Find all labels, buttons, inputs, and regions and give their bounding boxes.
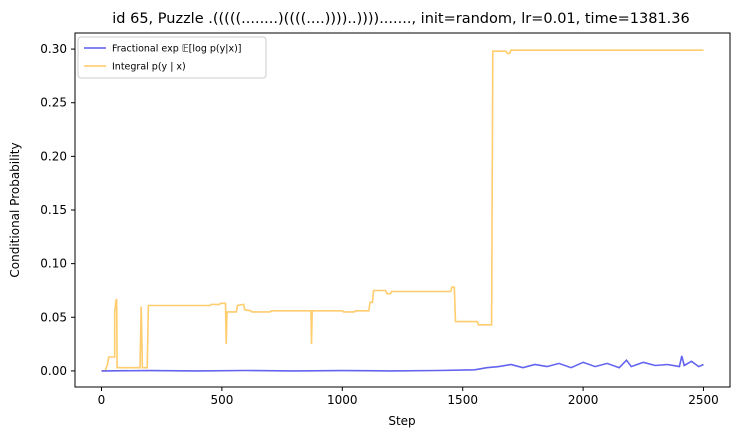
legend-box xyxy=(77,36,267,79)
legend-label: Integral p(y | x) xyxy=(112,62,186,73)
y-axis: 0.00 0.05 0.10 0.15 0.20 0.25 0.30 xyxy=(40,42,75,378)
y-axis-label: Conditional Probability xyxy=(8,142,22,277)
y-tick-label: 0.00 xyxy=(40,364,67,378)
y-tick-label: 0.30 xyxy=(40,42,67,56)
series-line-fractional xyxy=(101,355,704,372)
x-tick-label: 500 xyxy=(210,393,233,407)
x-tick-label: 0 xyxy=(98,393,106,407)
x-tick-label: 2000 xyxy=(568,393,599,407)
series-line-integral xyxy=(101,49,704,372)
x-axis-label: Step xyxy=(388,414,415,428)
y-tick-label: 0.25 xyxy=(40,96,67,110)
x-axis: 0 500 1000 1500 2000 2500 xyxy=(98,387,719,407)
x-tick-label: 2500 xyxy=(688,393,719,407)
plot-frame xyxy=(74,32,731,388)
y-tick-label: 0.05 xyxy=(40,310,67,324)
legend: Fractional exp 𝔼[log p(y|x)] Integral p(y… xyxy=(77,36,267,79)
series-layer xyxy=(101,49,704,372)
y-tick-label: 0.10 xyxy=(40,257,67,271)
legend-label: Fractional exp 𝔼[log p(y|x)] xyxy=(112,44,241,55)
x-tick-label: 1000 xyxy=(327,393,358,407)
y-tick-label: 0.15 xyxy=(40,203,67,217)
x-tick-label: 1500 xyxy=(447,393,478,407)
y-tick-label: 0.20 xyxy=(40,149,67,163)
chart-title: id 65, Puzzle .(((((........)((((....)))… xyxy=(112,11,689,27)
